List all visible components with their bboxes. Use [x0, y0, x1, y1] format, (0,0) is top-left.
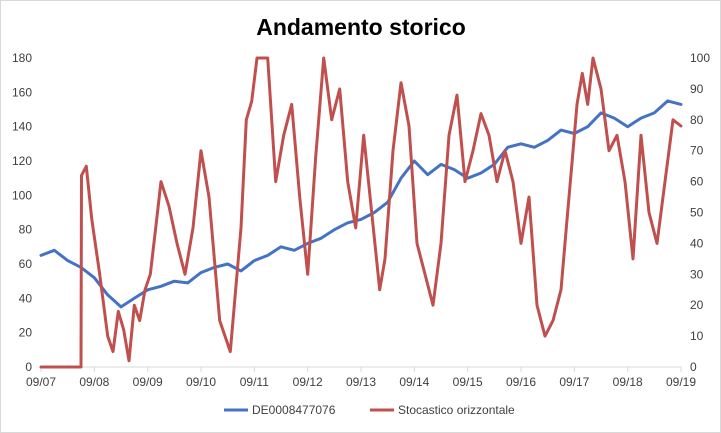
legend-label-series-2: Stocastico orizzontale: [398, 403, 515, 417]
x-tick-label: 09/19: [666, 375, 696, 389]
legend-label-series-1: DE0008477076: [252, 403, 336, 417]
x-tick-label: 09/15: [453, 375, 483, 389]
x-ticks: 09/07 09/08 09/09 09/10 09/11 09/12 09/13 09/14…: [26, 367, 696, 389]
x-tick-label: 09/08: [79, 375, 109, 389]
y-left-tick-label: 140: [12, 120, 32, 134]
y-left-ticks: 0 20 40 60 80 100 120 140 160 180: [12, 51, 32, 374]
x-tick-label: 09/16: [506, 375, 536, 389]
x-tick-label: 09/17: [559, 375, 589, 389]
legend: DE0008477076 Stocastico orizzontale: [224, 403, 515, 417]
y-right-tick-label: 60: [690, 175, 704, 189]
x-tick-label: 09/10: [186, 375, 216, 389]
y-right-tick-label: 90: [690, 82, 704, 96]
y-left-tick-label: 60: [19, 257, 33, 271]
y-left-tick-label: 20: [19, 326, 33, 340]
y-left-tick-label: 180: [12, 51, 32, 65]
y-right-tick-label: 20: [690, 298, 704, 312]
y-left-tick-label: 160: [12, 85, 32, 99]
x-tick-label: 09/14: [399, 375, 429, 389]
x-tick-label: 09/11: [240, 375, 269, 389]
y-left-tick-label: 80: [19, 223, 33, 237]
x-tick-label: 09/09: [133, 375, 163, 389]
series-line-2: [39, 56, 683, 369]
x-tick-label: 09/12: [293, 375, 323, 389]
y-right-tick-label: 70: [690, 144, 704, 158]
x-tick-label: 09/07: [26, 375, 56, 389]
y-right-ticks: 0 10 20 30 40 50 60 70 80 90 100: [690, 51, 710, 374]
y-left-tick-label: 120: [12, 154, 32, 168]
y-left-tick-label: 100: [12, 188, 32, 202]
chart-title: Andamento storico: [256, 14, 466, 40]
y-right-tick-label: 10: [690, 329, 704, 343]
y-right-tick-label: 40: [690, 236, 704, 250]
y-right-tick-label: 100: [690, 51, 710, 65]
series-line-1: [39, 99, 683, 309]
x-tick-label: 09/18: [613, 375, 643, 389]
y-right-tick-label: 80: [690, 113, 704, 127]
y-left-tick-label: 0: [25, 360, 32, 374]
y-right-tick-label: 30: [690, 267, 704, 281]
y-right-tick-label: 0: [690, 360, 697, 374]
y-left-tick-label: 40: [19, 291, 33, 305]
series-layer: [39, 56, 683, 369]
x-tick-label: 09/13: [346, 375, 376, 389]
y-right-tick-label: 50: [690, 206, 704, 220]
